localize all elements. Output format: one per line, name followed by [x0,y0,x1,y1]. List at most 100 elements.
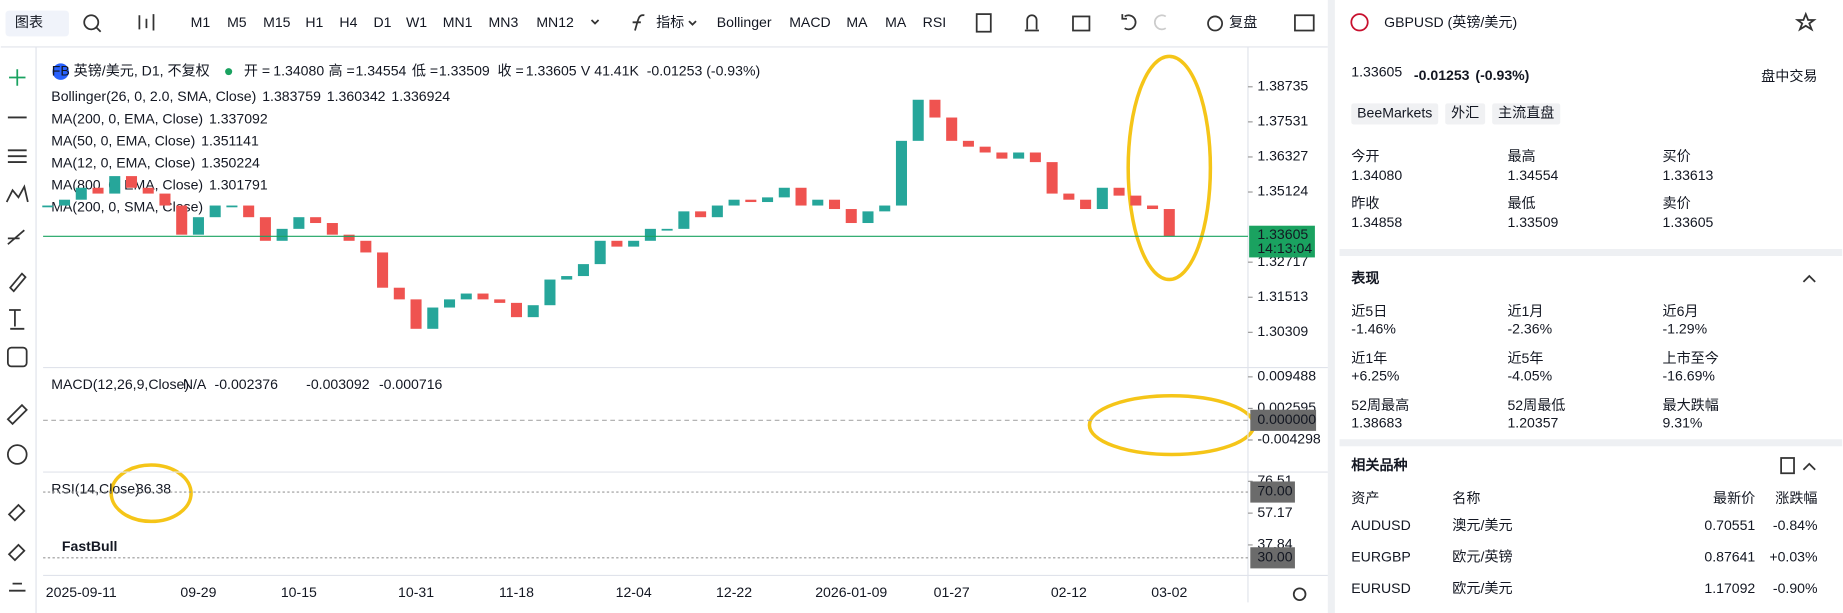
replay-button[interactable]: 复盘 [1229,14,1257,30]
related-header: 最新价 [1713,490,1755,506]
indicator-shortcut[interactable]: Bollinger [717,14,772,30]
quote-label: 卖价 [1663,195,1691,211]
indicators-button[interactable]: 指标 [656,14,684,30]
candle [42,205,54,208]
panel-icons[interactable] [1292,11,1817,601]
related-cell: 澳元/美元 [1452,517,1512,533]
candle [1063,193,1075,200]
indicator-value: 1.350224 [201,154,260,170]
chart-menu-box [5,10,69,37]
watermark: FastBull [62,538,118,554]
candle [644,228,656,241]
macd-status: N/A [183,376,207,392]
candle [343,234,355,241]
perf-value: 1.38683 [1351,415,1402,431]
candle [577,264,589,277]
candle [444,299,456,308]
y-tick-label: 1.36327 [1257,148,1308,164]
rsi-tick-label: 70.00 [1257,483,1292,499]
candle [745,199,757,203]
quote-label: 今开 [1351,148,1379,164]
candle [561,276,573,280]
related-cell: 欧元/英镑 [1452,549,1512,565]
candle [527,305,539,318]
quote-value: 1.34080 [1351,167,1402,183]
candle [276,228,288,241]
legend-value: 1.33605 [526,62,577,78]
related-header: 资产 [1351,490,1379,506]
last-price-time: 14:13:04 [1257,240,1312,256]
macd-label: MACD(12,26,9,Close) [51,376,189,392]
panel-symbol: GBPUSD (英镑/美元) [1384,14,1517,30]
legend-value: 1.34554 [355,62,406,78]
candle [326,223,338,235]
tag-box [1445,103,1486,125]
quote-label: 买价 [1663,148,1691,164]
panel-divider [1327,0,1335,613]
legend-badge-bg [52,63,69,80]
candle [92,187,104,194]
side-tools[interactable] [5,69,29,592]
candle [226,205,238,208]
x-tick-label: 03-02 [1151,584,1187,600]
related-cell: -0.84% [1773,517,1818,533]
y-tick-label: 1.35124 [1257,183,1308,199]
related-cell: 0.70551 [1704,517,1755,533]
candle [1029,152,1041,163]
indicator-name: Bollinger(26, 0, 2.0, SMA, Close) [51,88,256,104]
legend-badge: FB [52,62,70,78]
candle [293,217,305,229]
toolbar-icons[interactable] [83,13,1315,33]
timeframe-button[interactable]: M1 [191,14,211,30]
quote-value: 1.33613 [1663,167,1714,183]
candle [711,205,723,218]
candle [594,240,606,265]
panel-change: -0.01253 [1414,67,1470,83]
quote-value: 1.33509 [1507,214,1558,230]
timeframe-button[interactable]: MN12 [536,14,574,30]
candle [1130,195,1142,206]
indicator-shortcut[interactable]: MACD [789,14,830,30]
candle [962,140,974,147]
timeframe-button[interactable]: M15 [263,14,291,30]
legend-label: 收 = [498,62,524,78]
x-tick-label: 12-04 [616,584,652,600]
related-cell[interactable]: AUDUSD [1351,517,1410,533]
quote-label: 昨收 [1351,195,1379,211]
candle [1013,152,1025,159]
timeframe-button[interactable]: W1 [406,14,427,30]
timeframe-button[interactable]: M5 [227,14,247,30]
timeframe-button[interactable]: D1 [373,14,391,30]
candle [795,187,807,206]
indicator-shortcut[interactable]: MA [846,14,868,30]
candle [159,193,171,206]
timeframe-button[interactable]: H4 [339,14,357,30]
last-price-label: 1.33605 [1257,226,1308,242]
candle [192,217,204,235]
candle [75,187,87,200]
indicator-shortcut[interactable]: RSI [923,14,946,30]
candle [1163,209,1175,237]
timeframe-button[interactable]: MN3 [489,14,519,30]
axis-label-box [1250,481,1295,503]
chart-menu[interactable]: 图表 [15,14,43,30]
candle [862,211,874,224]
timeframe-button[interactable]: MN1 [443,14,473,30]
timeframe-button[interactable]: H1 [305,14,323,30]
tag-box [1492,103,1561,125]
x-tick-label: 10-15 [281,584,317,600]
perf-label: 52周最高 [1351,397,1409,413]
tag-box [1351,103,1439,125]
indicator-shortcut[interactable]: MA [885,14,907,30]
rsi-label: RSI(14,Close) [51,480,139,496]
candle [410,299,422,329]
x-tick-label: 10-31 [398,584,434,600]
candle [510,302,523,318]
candle [895,140,907,206]
related-cell[interactable]: EURGBP [1351,549,1410,565]
axis-label-box [1250,547,1295,569]
candle [1096,187,1108,210]
x-tick-label: 2025-09-11 [46,584,117,600]
candle [176,205,188,235]
related-cell[interactable]: EURUSD [1351,580,1410,596]
